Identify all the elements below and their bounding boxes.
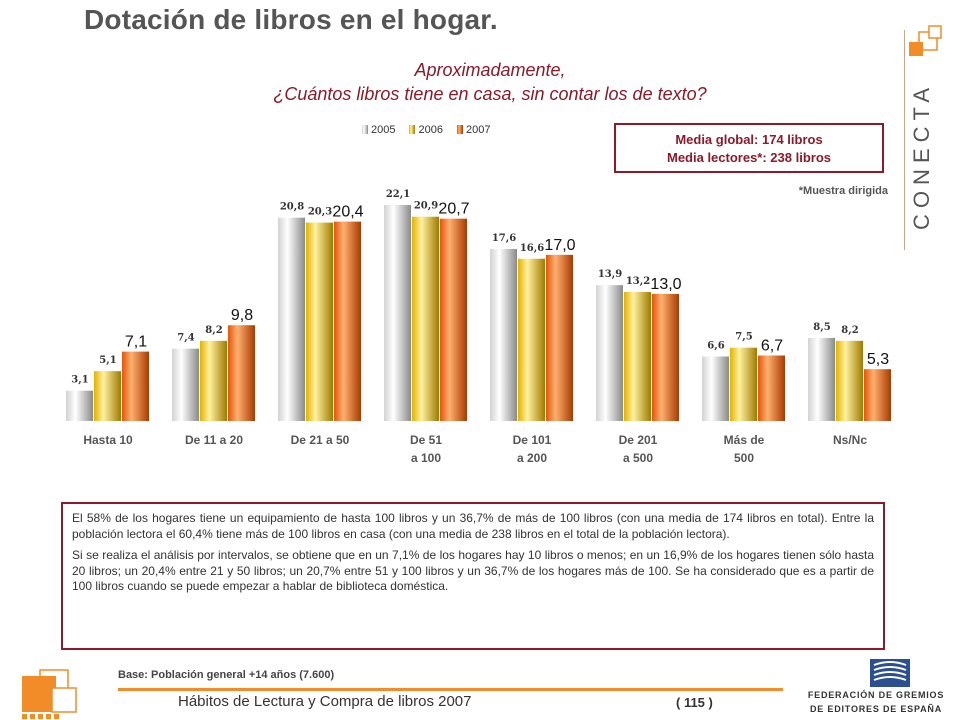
value-label-2005-3: 22,1 — [386, 189, 410, 200]
value-label-2005-0: 3,1 — [71, 375, 88, 386]
value-label-2006-6: 7,5 — [735, 332, 752, 343]
federation-line-1: FEDERACIÓN DE GREMIOS — [807, 690, 945, 700]
federation-line-2: DE EDITORES DE ESPAÑA — [810, 704, 942, 714]
bar-2005-4 — [490, 248, 517, 421]
bar-2006-2 — [306, 222, 333, 421]
federation-name: FEDERACIÓN DE GREMIOS DE EDITORES DE ESP… — [796, 688, 956, 716]
bar-2006-1 — [200, 340, 227, 421]
bar-2007-5 — [652, 293, 679, 421]
legend-swatch-2005 — [362, 125, 368, 134]
value-label-2006-0: 5,1 — [99, 355, 116, 366]
bar-2007-1 — [228, 325, 255, 421]
media-summary-box: Media global: 174 libros Media lectores*… — [614, 123, 884, 173]
legend-swatch-2006 — [409, 125, 416, 134]
bar-2007-3 — [440, 218, 467, 421]
value-label-2006-1: 8,2 — [205, 325, 222, 336]
category-label-7: Ns/Nc — [833, 433, 867, 447]
question-line-2: ¿Cuántos libros tiene en casa, sin conta… — [273, 84, 707, 104]
value-label-2007-4: 17,0 — [544, 237, 575, 254]
bar-2007-2 — [334, 221, 361, 421]
bar-2007-0 — [122, 351, 149, 421]
analysis-paragraph-1: El 58% de los hogares tiene un equipamie… — [72, 511, 874, 541]
chart-question: Aproximadamente, ¿Cuántos libros tiene e… — [150, 58, 830, 106]
value-label-2007-6: 6,7 — [761, 338, 783, 355]
footer-title: Hábitos de Lectura y Compra de libros 20… — [178, 693, 472, 710]
bar-2006-7 — [836, 340, 863, 421]
bar-2007-4 — [546, 254, 573, 421]
bar-chart: 3,1 5,1 7,1 7,4 8,2 9,8 20,8 20,3 20,4 22,1 20,9 20… — [66, 189, 891, 465]
value-label-2007-7: 5,3 — [867, 351, 889, 368]
bar-2007-7 — [864, 369, 891, 421]
chart-legend: 2005 2006 2007 — [362, 124, 504, 138]
bar-2005-6 — [702, 356, 729, 421]
category-label-1: De 11 a 20 — [185, 433, 243, 447]
analysis-paragraph-2: Si se realiza el análisis por intervalos… — [72, 548, 874, 593]
bar-2005-5 — [596, 285, 623, 421]
legend-label-2005: 2005 — [371, 124, 396, 136]
brand-text: CONECTA — [909, 82, 934, 230]
page-number: ( 115 ) — [676, 695, 713, 710]
federation-logo-icon — [870, 659, 910, 687]
footer-divider — [118, 688, 783, 691]
value-label-2007-3: 20,7 — [438, 201, 469, 218]
category-label-5: De 201 a 500 — [619, 433, 658, 465]
page-title: Dotación de libros en el hogar. — [84, 4, 498, 35]
legend-item-2007: 2007 — [456, 124, 491, 136]
value-label-2005-5: 13,9 — [598, 269, 622, 280]
question-line-1: Aproximadamente, — [414, 60, 566, 80]
legend-item-2005: 2005 — [362, 124, 395, 136]
value-label-2005-4: 17,6 — [492, 233, 516, 244]
analysis-text-box: El 58% de los hogares tiene un equipamie… — [61, 502, 885, 650]
category-label-6: Más de 500 — [724, 433, 765, 465]
value-label-2007-5: 13,0 — [650, 276, 681, 293]
category-label-3: De 51 a 100 — [410, 433, 442, 465]
bar-2005-2 — [278, 217, 305, 421]
media-global: Media global: 174 libros — [675, 132, 823, 147]
conecta-logo: CONECTA — [909, 25, 942, 230]
bar-2006-5 — [624, 291, 651, 421]
legend-label-2006: 2006 — [418, 124, 443, 136]
category-label-0: Hasta 10 — [83, 433, 133, 447]
category-label-2: De 21 a 50 — [291, 433, 350, 447]
bar-2005-1 — [172, 348, 199, 421]
category-label-4: De 101 a 200 — [513, 433, 552, 465]
legend-item-2006: 2006 — [409, 124, 443, 136]
bar-2006-0 — [94, 371, 121, 421]
value-label-2007-1: 9,8 — [231, 307, 253, 324]
sample-note: *Muestra dirigida — [798, 185, 888, 197]
legend-label-2007: 2007 — [465, 124, 491, 136]
brand-divider — [904, 30, 905, 250]
bar-2006-4 — [518, 258, 545, 421]
value-label-2005-2: 20,8 — [280, 202, 304, 213]
bar-2006-3 — [412, 216, 439, 421]
value-label-2007-2: 20,4 — [332, 204, 363, 221]
bar-2005-3 — [384, 205, 411, 421]
bar-2005-0 — [66, 390, 93, 421]
value-label-2006-3: 20,9 — [414, 201, 438, 212]
legend-swatch-2007 — [456, 125, 463, 134]
value-label-2005-6: 6,6 — [707, 340, 724, 351]
corner-squares-logo — [22, 669, 77, 719]
media-lectores: Media lectores*: 238 libros — [666, 150, 831, 165]
value-label-2007-0: 7,1 — [125, 334, 147, 351]
value-label-2006-4: 16,6 — [520, 243, 544, 254]
value-label-2005-7: 8,5 — [813, 322, 830, 333]
base-note: Base: Población general +14 años (7.600) — [118, 669, 335, 681]
value-label-2005-1: 7,4 — [177, 333, 194, 344]
value-label-2006-7: 8,2 — [841, 325, 858, 336]
bar-2007-6 — [758, 355, 785, 421]
bar-2006-6 — [730, 347, 757, 421]
bar-2005-7 — [808, 337, 835, 421]
value-label-2006-5: 13,2 — [626, 276, 650, 287]
value-label-2006-2: 20,3 — [308, 207, 332, 218]
